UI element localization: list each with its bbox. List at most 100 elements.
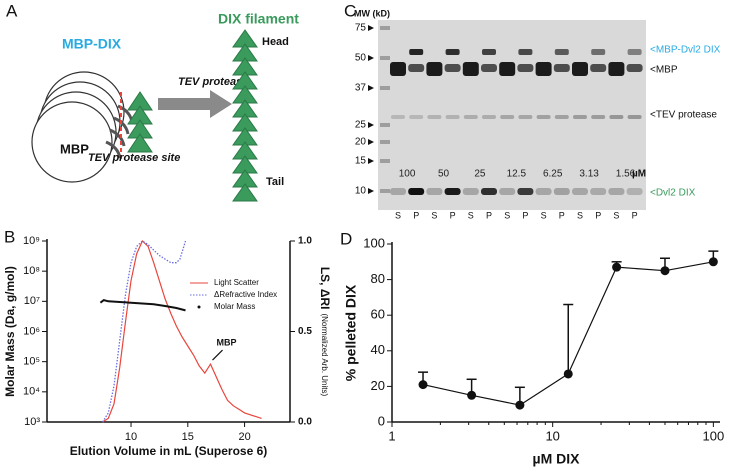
band <box>590 64 607 72</box>
band <box>590 188 607 195</box>
band <box>481 64 497 72</box>
band <box>426 62 443 76</box>
band <box>627 115 642 119</box>
lane-label: S <box>613 210 619 220</box>
concentration: 50 <box>438 169 450 180</box>
lane-label: S <box>541 210 547 220</box>
band <box>482 49 496 55</box>
y-tick-label: 10⁶ <box>23 325 40 337</box>
x-axis-label: µM DIX <box>533 451 581 467</box>
mw-arrow <box>368 188 374 194</box>
x-tick-label: 20 <box>238 431 250 443</box>
ladder-band <box>380 123 390 127</box>
panel-label: C <box>344 1 356 20</box>
point <box>418 380 428 390</box>
y-tick-label: 10⁵ <box>23 356 40 368</box>
linkers <box>105 104 134 159</box>
y-tick-label: 20 <box>371 378 385 393</box>
legend-label: Light Scatter <box>214 278 259 287</box>
band <box>553 64 570 72</box>
band <box>554 115 569 119</box>
band-label: <MBP <box>650 65 678 76</box>
arrow <box>158 90 232 118</box>
band <box>499 188 516 195</box>
mbp-circles <box>31 71 125 183</box>
legend-label: Molar Mass <box>214 302 255 311</box>
dix-filament-title: DIX filament <box>218 11 299 27</box>
ladder-band <box>380 140 390 144</box>
mw-arrow <box>368 158 374 164</box>
point <box>467 390 477 400</box>
band <box>535 188 552 195</box>
y-tick-label: 10⁸ <box>23 265 40 277</box>
point <box>515 400 525 410</box>
band-label: <Dvl2 DIX <box>650 188 696 199</box>
concentration: 25 <box>474 169 486 180</box>
mw-marker: 75 <box>355 23 367 34</box>
y-tick-label: 40 <box>371 342 385 357</box>
lane-label: S <box>395 210 401 220</box>
lane-label: P <box>522 210 528 220</box>
band <box>427 115 442 119</box>
y-tick-label: 0 <box>378 413 385 428</box>
band-label: <MBP-Dvl2 DIX <box>650 45 721 56</box>
y-tick-label: 10⁹ <box>23 235 40 247</box>
mw-marker: 50 <box>355 53 367 64</box>
tev-site-label: TEV protease site <box>88 152 180 164</box>
concentration: 1.56 <box>616 169 636 180</box>
band <box>626 188 643 195</box>
concentration: 100 <box>399 169 416 180</box>
band <box>572 62 588 76</box>
y-tick-label: 10⁴ <box>23 386 40 398</box>
band <box>445 115 460 119</box>
y2-label-note: (Normalized Arb. Units) <box>320 313 329 396</box>
y-tick-label: 80 <box>371 271 385 286</box>
tail-label: Tail <box>266 176 284 188</box>
y2-axis-label: LS, ΔRI (Normalized Arb. Units) <box>318 267 332 397</box>
ladder-band <box>380 86 390 90</box>
mw-title: MW (kD) <box>354 8 390 18</box>
band <box>390 188 406 195</box>
band-label: <TEV protease <box>650 110 717 121</box>
ladder-band <box>380 189 390 193</box>
filament-unit <box>232 183 258 202</box>
point <box>563 369 573 379</box>
band <box>591 49 606 55</box>
tev-protease-label: TEV protease <box>178 76 248 88</box>
band <box>518 49 533 55</box>
lane-label: P <box>559 210 565 220</box>
mw-marker: 37 <box>355 83 367 94</box>
annotation: MBP <box>217 337 237 347</box>
mw-marker: 15 <box>355 156 367 167</box>
y-tick-label: 10³ <box>24 416 40 428</box>
band <box>573 115 587 119</box>
lane-label: P <box>595 210 601 220</box>
band <box>409 49 424 55</box>
legend-label: ΔRefractive Index <box>214 290 277 299</box>
band <box>591 115 606 119</box>
mw-marker: 20 <box>355 137 367 148</box>
ladder-band <box>380 56 390 60</box>
lane-label: P <box>632 210 638 220</box>
band <box>517 188 534 195</box>
ladder-band <box>380 159 390 163</box>
annotation-arrow <box>212 349 223 361</box>
band <box>444 64 461 72</box>
panel-a: A MBP-DIX DIX filament MBP TEV protease … <box>6 1 299 202</box>
lane-label: P <box>413 210 419 220</box>
lane-label: S <box>577 210 583 220</box>
band <box>462 62 479 76</box>
band <box>408 64 425 72</box>
band <box>518 115 533 119</box>
y-axis-label: % pelleted DIX <box>343 284 359 381</box>
ladder-band <box>380 26 390 30</box>
y2-tick-label: 0.5 <box>298 326 312 337</box>
series-line <box>102 240 187 423</box>
mw-arrow <box>368 25 374 31</box>
lane-label: P <box>450 210 456 220</box>
band <box>463 115 478 119</box>
point <box>612 262 622 272</box>
x-tick-label: 10 <box>545 428 559 443</box>
lane-label: S <box>431 210 437 220</box>
